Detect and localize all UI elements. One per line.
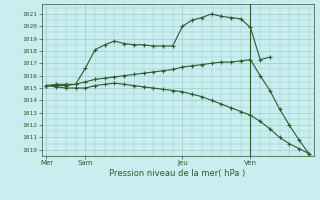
X-axis label: Pression niveau de la mer( hPa ): Pression niveau de la mer( hPa ) [109,169,246,178]
